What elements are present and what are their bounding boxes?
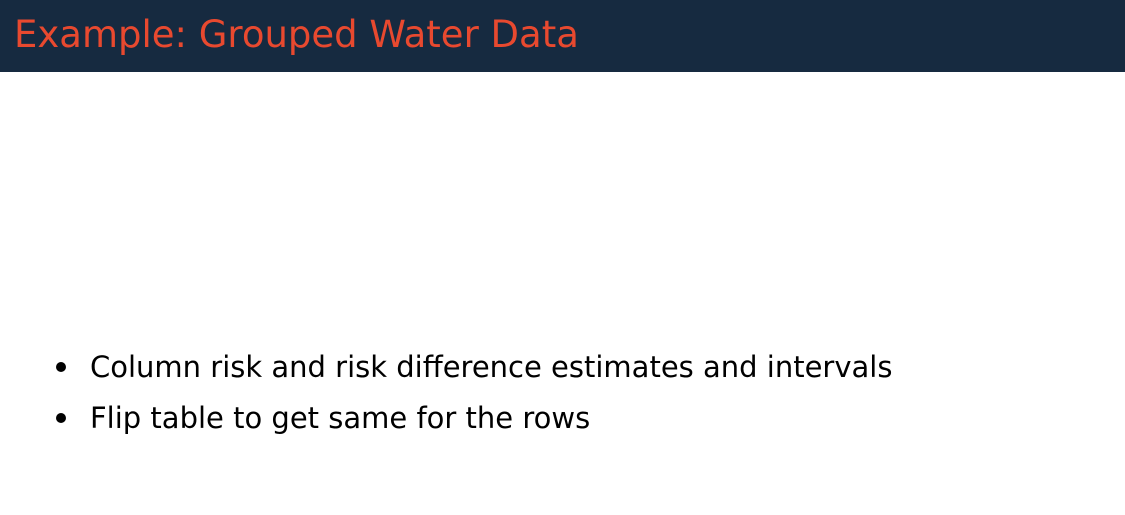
bullet-icon <box>56 412 66 423</box>
bullet-icon <box>56 361 66 372</box>
bullet-text: Flip table to get same for the rows <box>90 400 591 435</box>
bullet-item: Column risk and risk difference estimate… <box>56 341 892 392</box>
bullet-text: Column risk and risk difference estimate… <box>90 349 893 384</box>
slide-title: Example: Grouped Water Data <box>14 13 579 56</box>
bullet-list: Column risk and risk difference estimate… <box>56 341 892 443</box>
bullet-item: Flip table to get same for the rows <box>56 392 892 443</box>
title-bar: Example: Grouped Water Data <box>0 0 1125 72</box>
